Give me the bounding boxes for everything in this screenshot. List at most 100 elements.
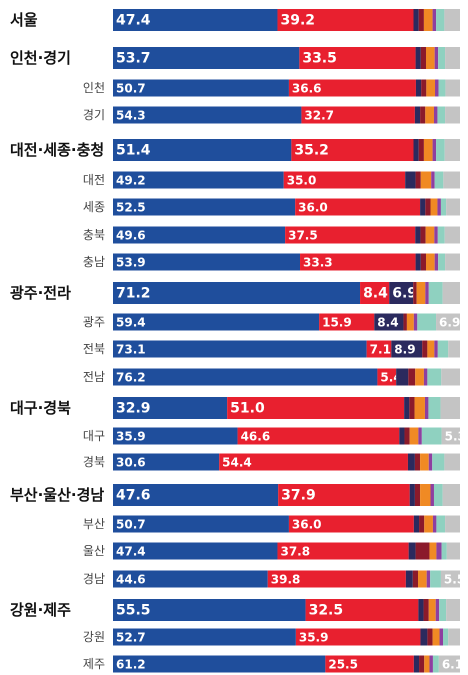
bar-segment bbox=[448, 628, 460, 646]
bar-segment bbox=[434, 226, 438, 244]
bar-segment bbox=[295, 628, 421, 646]
value-label: 32.5 bbox=[309, 603, 344, 619]
value-label: 52.7 bbox=[116, 631, 146, 645]
bar-segment bbox=[438, 47, 446, 69]
category-label: 대구 bbox=[83, 429, 105, 443]
bar-segment bbox=[414, 453, 421, 471]
category-label: 세종 bbox=[83, 200, 105, 214]
bar-segment bbox=[415, 253, 421, 271]
bar-segment bbox=[407, 453, 415, 471]
bar-segment bbox=[436, 139, 445, 161]
bar-segment bbox=[412, 570, 419, 588]
bar-segment bbox=[434, 340, 438, 358]
bar-segment bbox=[446, 542, 460, 560]
bar-segment bbox=[113, 368, 378, 386]
bar-segment bbox=[445, 79, 460, 97]
value-label: 6.9 bbox=[439, 316, 460, 330]
bar-segment bbox=[424, 397, 429, 419]
bar-segment bbox=[425, 106, 434, 124]
value-label: 59.4 bbox=[116, 316, 146, 330]
bar-segment bbox=[445, 47, 460, 69]
bar-segment bbox=[285, 226, 416, 244]
bar-segment bbox=[435, 599, 440, 621]
value-label: 71.2 bbox=[116, 286, 151, 302]
bar-segment bbox=[406, 313, 414, 331]
category-label: 서울 bbox=[10, 11, 38, 29]
value-label: 39.8 bbox=[271, 573, 301, 587]
bar-segment bbox=[421, 79, 427, 97]
bar-segment bbox=[413, 282, 417, 304]
bar-segment bbox=[416, 282, 426, 304]
value-label: 37.9 bbox=[281, 488, 316, 504]
bar-segment bbox=[444, 9, 460, 31]
bar-segment bbox=[425, 198, 431, 216]
bar-segment bbox=[113, 9, 278, 31]
bar-segment bbox=[444, 226, 460, 244]
bar-segment bbox=[427, 340, 435, 358]
bar-segment bbox=[429, 542, 437, 560]
value-label: 50.7 bbox=[116, 82, 146, 96]
category-label: 울산 bbox=[83, 544, 105, 558]
bar-segment bbox=[423, 599, 429, 621]
value-label: 32.9 bbox=[116, 401, 151, 417]
value-label: 36.0 bbox=[298, 201, 328, 215]
bar-segment bbox=[414, 106, 421, 124]
bar-segment bbox=[113, 599, 306, 621]
bar-segment bbox=[431, 171, 435, 189]
bar-segment bbox=[415, 79, 422, 97]
bar-segment bbox=[113, 253, 301, 271]
bar-segment bbox=[420, 253, 426, 271]
bar-segment bbox=[439, 628, 443, 646]
bar-segment bbox=[423, 368, 428, 386]
bar-segment bbox=[418, 9, 424, 31]
value-label: 5.5 bbox=[444, 573, 465, 587]
bar-segment bbox=[422, 340, 428, 358]
bar-segment bbox=[415, 226, 421, 244]
bar-segment bbox=[414, 484, 421, 506]
bar-segment bbox=[446, 599, 460, 621]
bar-segment bbox=[420, 484, 431, 506]
bar-segment bbox=[437, 340, 449, 358]
bar-segment bbox=[413, 313, 418, 331]
bar-segment bbox=[277, 9, 414, 31]
bar-segment bbox=[419, 655, 425, 673]
bar-segment bbox=[432, 628, 440, 646]
value-label: 47.4 bbox=[116, 545, 146, 559]
bar-segment bbox=[442, 484, 460, 506]
bar-segment bbox=[445, 515, 460, 533]
bar-segment bbox=[417, 313, 437, 331]
value-label: 8.4 bbox=[363, 286, 388, 302]
value-label: 6.9 bbox=[392, 286, 417, 302]
bar-segment bbox=[439, 599, 447, 621]
bar-segment bbox=[423, 9, 433, 31]
bar-segment bbox=[420, 628, 428, 646]
bar-segment bbox=[113, 226, 286, 244]
bar-segment bbox=[441, 542, 447, 560]
category-label: 경기 bbox=[83, 108, 105, 122]
bar-segment bbox=[113, 628, 296, 646]
bar-segment bbox=[428, 282, 443, 304]
category-label: 대전 bbox=[83, 173, 105, 187]
bar-segment bbox=[428, 397, 441, 419]
bar-segment bbox=[409, 397, 415, 419]
category-label: 강원 bbox=[83, 630, 105, 644]
bar-segment bbox=[404, 427, 410, 445]
bar-segment bbox=[113, 171, 284, 189]
bar-segment bbox=[113, 106, 302, 124]
value-label: 8.4 bbox=[377, 316, 398, 330]
bar-segment bbox=[113, 198, 296, 216]
bar-segment bbox=[319, 313, 375, 331]
bar-segment bbox=[433, 484, 443, 506]
bar-segment bbox=[409, 484, 415, 506]
bar-segment bbox=[391, 340, 423, 358]
bar-segment bbox=[424, 515, 433, 533]
bar-segment bbox=[425, 253, 435, 271]
value-label: 35.0 bbox=[287, 174, 317, 188]
bar-segment bbox=[374, 313, 404, 331]
bar-segment bbox=[432, 515, 437, 533]
bar-segment bbox=[425, 282, 429, 304]
category-label: 부산 bbox=[83, 517, 105, 531]
bar-segment bbox=[438, 79, 446, 97]
bar-segment bbox=[441, 427, 460, 445]
bar-segment bbox=[437, 226, 445, 244]
